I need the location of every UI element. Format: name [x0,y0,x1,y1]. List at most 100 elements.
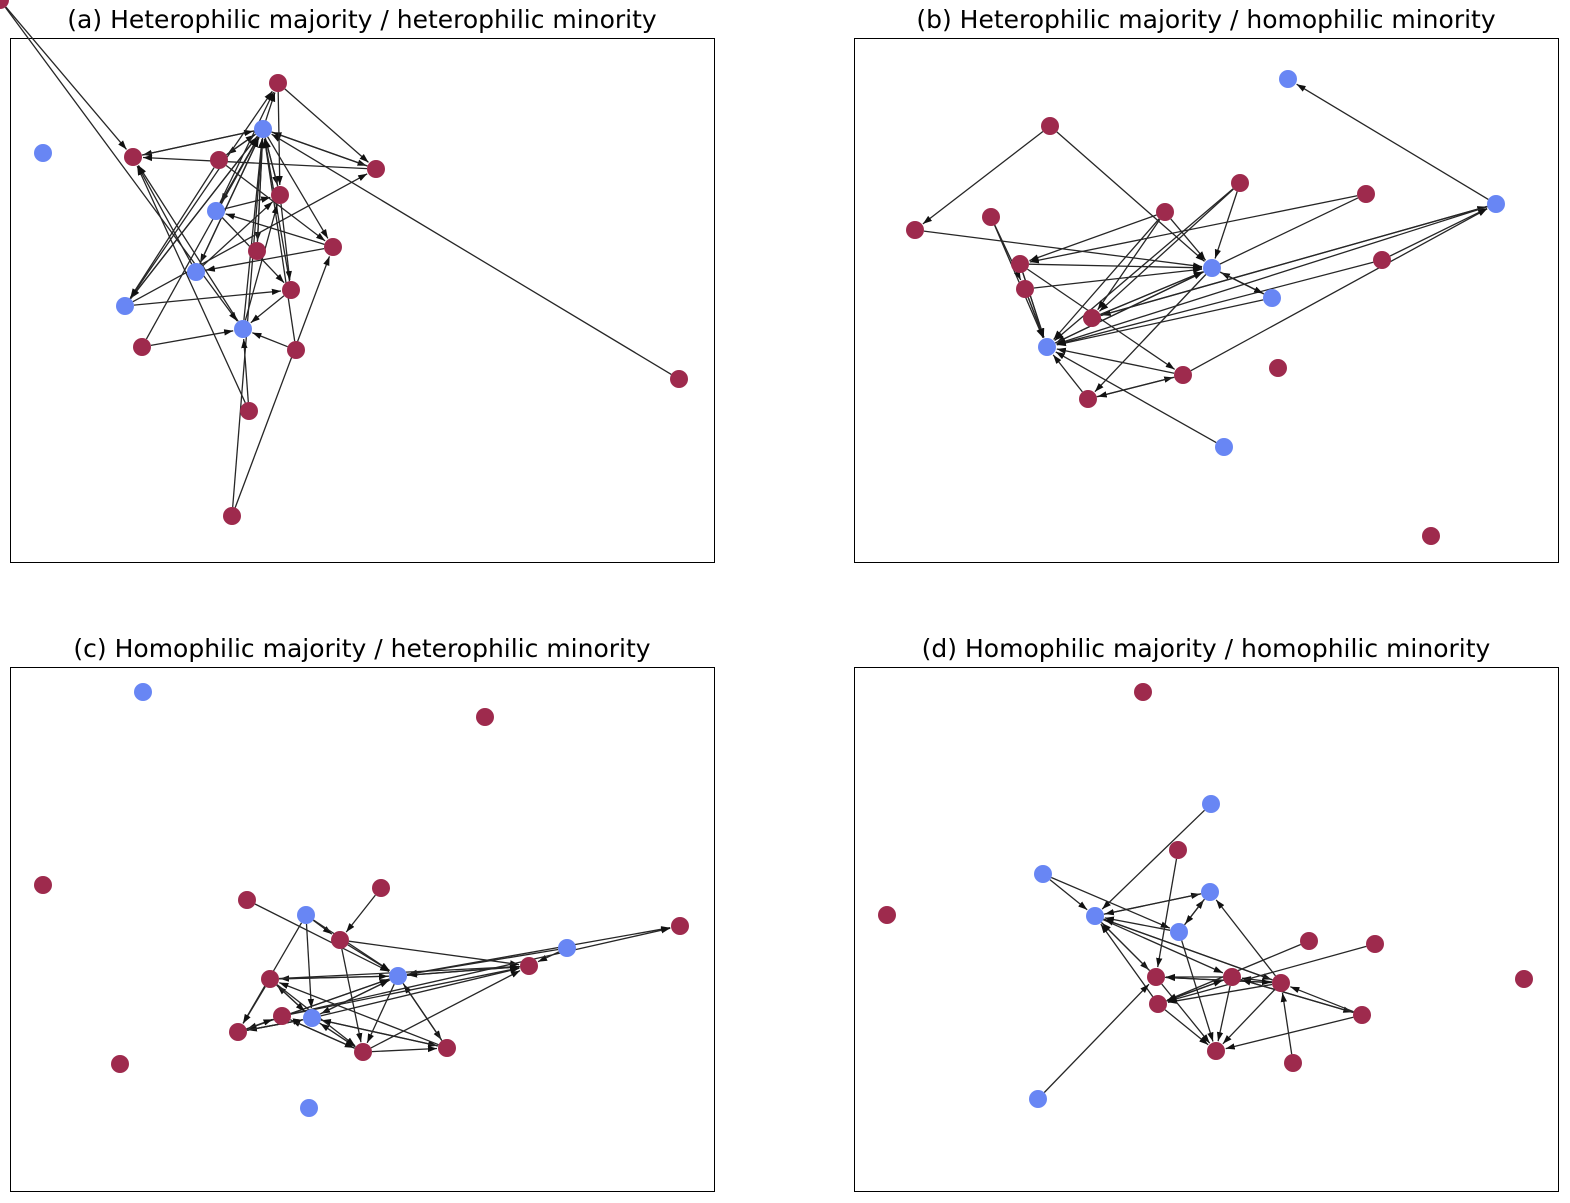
edge-b-36 [1056,206,1488,345]
edge-c-4 [347,944,390,972]
edge-a-26 [136,165,246,404]
edge-a-46 [280,203,292,281]
edge-d-0 [1101,809,1205,910]
node-c-6-majority [331,931,349,949]
edge-c-13 [319,979,390,1015]
node-b-0-minority [1279,70,1297,88]
edge-b-35 [1100,206,1487,317]
node-b-3-majority [1156,203,1174,221]
edge-d-18 [1167,983,1273,1004]
edge-a-30 [129,90,273,299]
node-d-14-majority [1353,1006,1371,1024]
node-a-15-majority [287,341,305,359]
edge-c-19 [403,983,443,1041]
node-a-3-majority [269,74,287,92]
node-b-18-majority [1269,359,1287,377]
edge-c-34 [290,966,520,1015]
panel-a-frame [10,38,715,563]
node-c-2-majority [34,876,52,894]
edge-a-33 [225,164,326,242]
edge-b-39 [923,230,1203,269]
edge-d-29 [1167,945,1367,1002]
node-d-17-minority [1029,1090,1047,1108]
edge-a-6 [272,131,368,167]
edge-a-18 [243,138,265,321]
panel-b-title: (b) Heterophilic majority / homophilic m… [916,5,1496,34]
panel-d-frame [854,667,1559,1192]
node-c-8-majority [520,957,538,975]
node-b-11-minority [1263,289,1281,307]
edge-a-29 [219,91,275,204]
edge-c-32 [370,970,521,1049]
edge-b-28 [1389,207,1488,257]
node-d-15-majority [1284,1054,1302,1072]
edge-a-49 [244,204,278,321]
edge-b-21 [1219,271,1264,295]
node-b-12-majority [1373,251,1391,269]
node-b-14-majority [1083,309,1101,327]
edge-a-47 [202,201,274,267]
edge-a-23 [145,137,259,340]
edge-a-37 [133,288,282,306]
edge-c-37 [320,967,520,1017]
node-c-11-majority [261,970,279,988]
node-a-16-majority [240,402,258,420]
edge-a-2 [141,129,254,156]
node-a-14-majority [133,338,151,356]
node-d-11-majority [1223,968,1241,986]
edge-b-34 [1029,214,1157,262]
edge-d-10 [1102,919,1224,974]
edge-c-6 [345,894,376,933]
edge-a-15 [199,137,260,265]
node-c-7-minority [558,939,576,957]
node-b-7-majority [1357,185,1375,203]
node-d-9-majority [1366,935,1384,953]
node-c-16-majority [438,1039,456,1057]
edge-d-2 [1051,876,1171,929]
edge-a-34 [225,213,325,246]
edge-a-24 [137,165,239,322]
node-c-9-majority [671,917,689,935]
edge-b-2 [1170,218,1207,261]
edge-c-1 [313,919,391,972]
edge-b-14 [1052,354,1083,393]
node-d-7-minority [1170,923,1188,941]
edge-c-2 [305,923,315,1009]
edge-d-34 [1290,986,1354,1013]
edge-b-26 [1027,297,1045,338]
node-d-13-majority [1149,995,1167,1013]
edge-b-12 [1056,261,1374,346]
edge-a-21 [263,138,291,282]
node-b-2-majority [1231,174,1249,192]
node-a-9-majority [324,238,342,256]
edge-b-1 [1056,131,1205,262]
edge-a-27 [276,91,283,186]
edge-d-23 [1241,979,1354,1014]
node-c-17-majority [111,1055,129,1073]
edge-b-33 [1029,195,1358,264]
edge-a-43 [234,256,331,508]
node-b-13-minority [1038,338,1056,356]
edge-d-1 [1049,879,1088,911]
node-b-4-minority [1487,195,1505,213]
node-b-19-majority [1422,527,1440,545]
node-b-5-majority [906,221,924,239]
node-b-17-minority [1215,438,1233,456]
edge-b-3 [1214,191,1238,259]
edge-b-32 [1097,376,1175,398]
edge-d-28 [1280,992,1293,1055]
node-b-16-majority [1079,390,1097,408]
edge-a-17 [129,136,258,300]
edge-b-13 [1056,347,1175,374]
edge-c-27 [321,1019,439,1047]
edge-a-20 [271,133,672,375]
node-d-6-minority [1086,907,1104,925]
node-c-14-majority [229,1023,247,1041]
node-a-13-minority [234,320,252,338]
node-c-18-minority [300,1099,318,1117]
edge-c-25 [276,984,306,1012]
edge-c-5 [341,948,363,1043]
panel-c-frame [10,667,715,1192]
node-c-15-majority [354,1043,372,1061]
